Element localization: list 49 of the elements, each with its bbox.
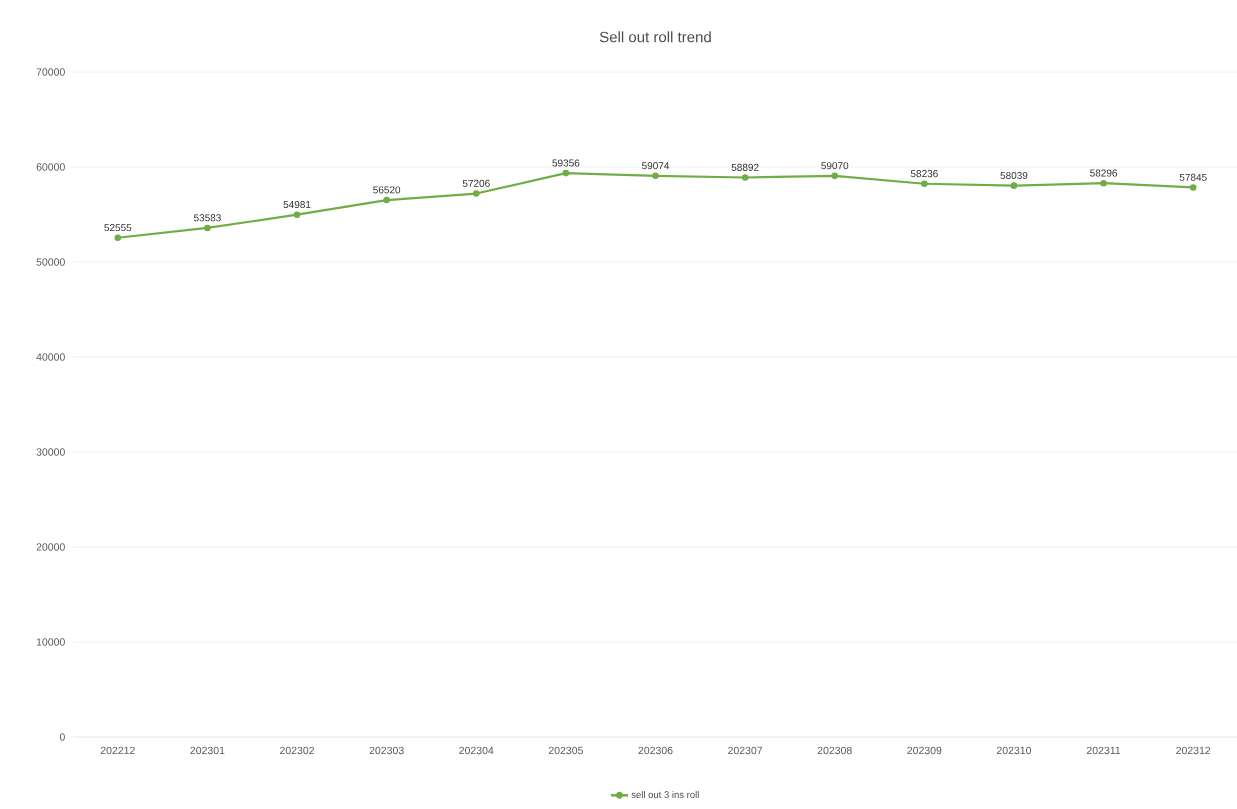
point <box>831 172 839 180</box>
data-label: 58236 <box>910 170 938 178</box>
x-tick-label: 202308 <box>817 746 852 755</box>
point <box>562 169 570 177</box>
point <box>1010 182 1018 189</box>
x-tick-label: 202305 <box>548 746 583 755</box>
x-tick-label: 202307 <box>728 746 763 755</box>
y-tick-label: 60000 <box>36 163 65 171</box>
data-label: 54981 <box>283 201 311 209</box>
x-tick-label: 202306 <box>638 746 673 755</box>
y-tick-label: 0 <box>59 733 65 741</box>
point <box>1189 184 1197 191</box>
x-tick-label: 202304 <box>459 746 494 755</box>
point <box>383 196 390 204</box>
y-tick-label: 10000 <box>36 638 65 646</box>
x-tick-label: 202212 <box>100 746 135 755</box>
y-tick-label: 70000 <box>36 68 65 76</box>
point <box>472 190 480 197</box>
data-label: 59356 <box>552 159 580 167</box>
point <box>652 172 659 180</box>
data-label: 59070 <box>821 162 849 170</box>
y-tick-label: 50000 <box>36 258 65 266</box>
point <box>204 224 211 232</box>
x-tick-label: 202312 <box>1176 746 1211 755</box>
point <box>741 174 749 181</box>
data-label: 56520 <box>373 186 401 194</box>
data-label: 57845 <box>1179 173 1207 181</box>
data-label: 58892 <box>731 163 759 171</box>
point <box>293 211 301 218</box>
x-tick-label: 202302 <box>280 746 315 755</box>
y-tick-label: 30000 <box>36 448 65 456</box>
data-label: 58039 <box>1000 171 1028 180</box>
point <box>114 234 122 242</box>
x-tick-label: 202303 <box>369 746 404 755</box>
data-label: 59074 <box>642 162 670 170</box>
y-tick-label: 20000 <box>36 543 65 551</box>
x-tick-label: 202309 <box>907 746 942 755</box>
data-label: 52555 <box>104 224 132 232</box>
point <box>1100 179 1107 187</box>
data-label: 53583 <box>193 214 221 222</box>
x-tick-label: 202301 <box>190 746 225 755</box>
data-label: 58296 <box>1090 169 1118 177</box>
data-label: 57206 <box>462 179 490 187</box>
x-tick-label: 202311 <box>1086 746 1121 755</box>
point <box>921 180 928 188</box>
y-tick-label: 40000 <box>36 353 65 361</box>
legend-label: sell out 3 ins roll <box>631 791 699 799</box>
chart-title: Sell out roll trend <box>599 31 711 43</box>
x-tick-label: 202310 <box>996 746 1032 755</box>
